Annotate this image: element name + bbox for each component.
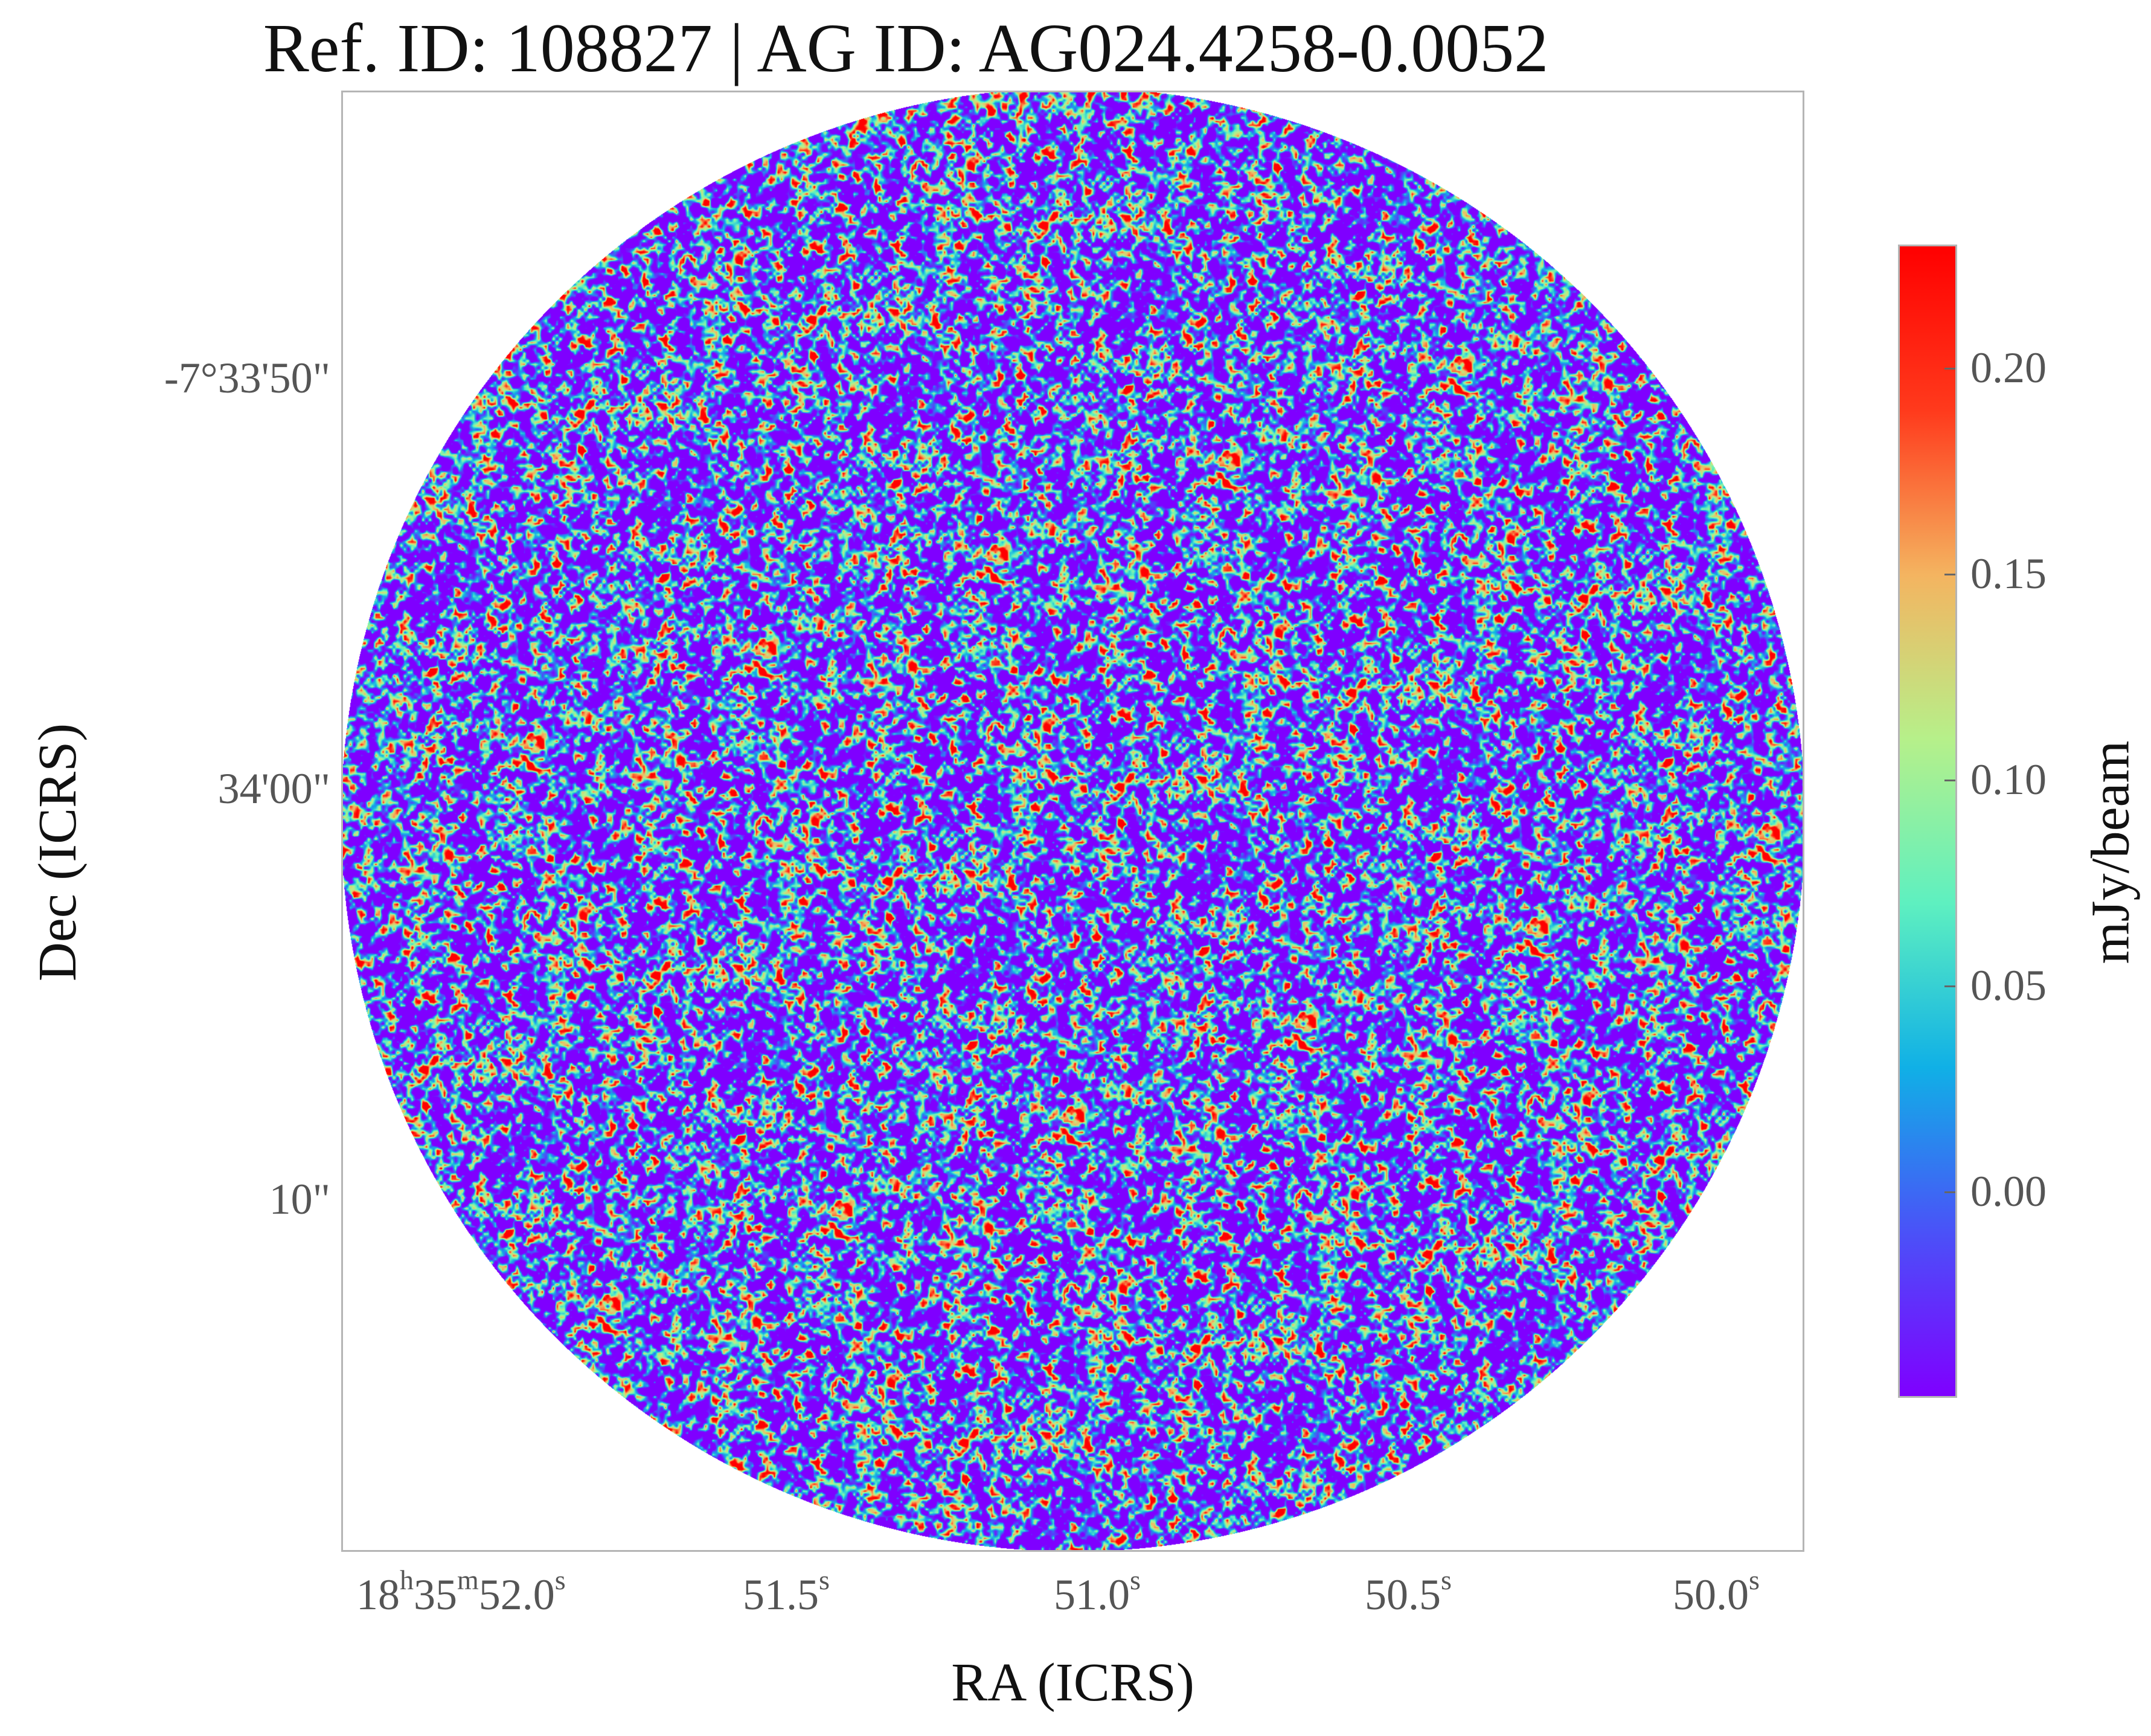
colorbar-tick-mark — [1944, 985, 1955, 987]
colorbar-tick-label: 0.00 — [1970, 1167, 2047, 1216]
y-tick-label: 34'00" — [217, 764, 330, 813]
colorbar-tick-mark — [1944, 367, 1955, 370]
y-tick-label: -7°33'50" — [164, 354, 330, 402]
colorbar-tick-mark — [1944, 779, 1955, 781]
x-tick-label: 50.5s — [1365, 1565, 1452, 1619]
colorbar-tick-label: 0.10 — [1970, 755, 2047, 804]
x-tick-label: 50.0s — [1673, 1565, 1760, 1619]
x-axis-label: RA (ICRS) — [951, 1653, 1194, 1712]
x-tick-label: 18h35m52.0s — [356, 1565, 566, 1619]
colorbar-tick-label: 0.15 — [1970, 549, 2047, 598]
colorbar — [1898, 245, 1957, 1398]
colorbar-tick-mark — [1944, 573, 1955, 575]
plot-area — [341, 91, 1804, 1552]
colorbar-tick-label: 0.05 — [1970, 961, 2047, 1010]
colorbar-label: mJy/beam — [2080, 740, 2141, 964]
sky-map-image — [343, 92, 1803, 1550]
x-tick-label: 51.5s — [743, 1565, 830, 1619]
y-axis-label: Dec (ICRS) — [27, 723, 88, 982]
colorbar-tick-label: 0.20 — [1970, 343, 2047, 392]
x-tick-label: 51.0s — [1054, 1565, 1141, 1619]
colorbar-tick-mark — [1944, 1191, 1955, 1193]
chart-title: Ref. ID: 108827 | AG ID: AG024.4258-0.00… — [263, 10, 1549, 86]
y-tick-label: 10" — [269, 1175, 330, 1223]
